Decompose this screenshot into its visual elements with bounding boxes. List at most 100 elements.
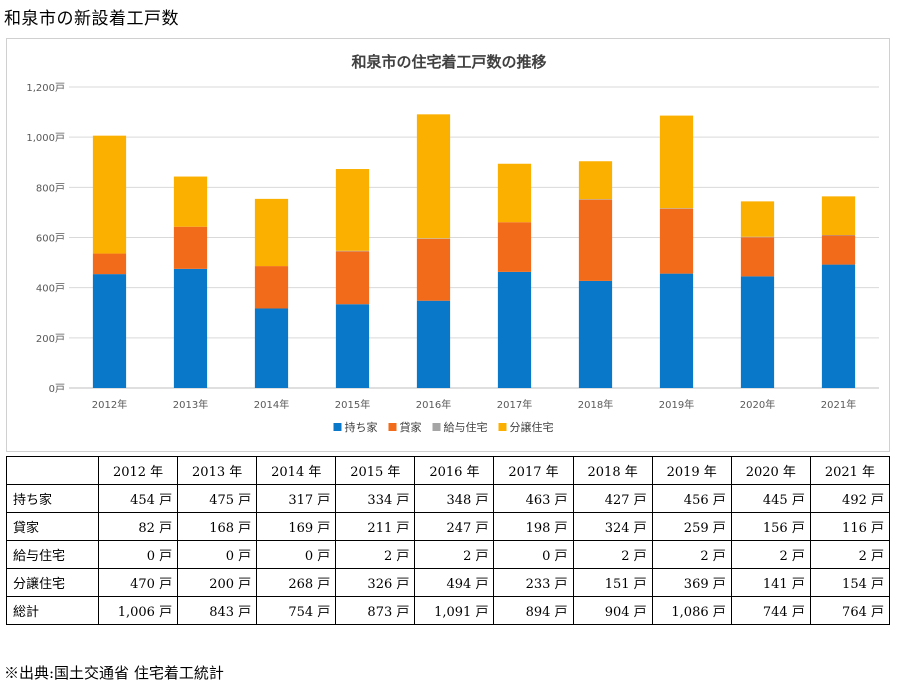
data-table: 2012 年 2013 年 2014 年 2015 年 2016 年 2017 年 2018…: [6, 456, 891, 625]
legend-label: 分譲住宅: [510, 420, 554, 434]
table-cell: 456 戸: [651, 484, 732, 513]
legend-swatch: [333, 423, 342, 431]
bar-segment: [578, 280, 613, 388]
bar-segment: [821, 264, 856, 388]
table-cell: 492 戸: [809, 484, 891, 513]
table-cell: 1,086 戸: [651, 596, 732, 625]
y-tick-label: 400戸: [36, 283, 65, 295]
table-cell: 0 戸: [97, 540, 179, 569]
table-cell: 904 戸: [572, 596, 653, 625]
table-header-cell: 2021 年: [809, 456, 891, 485]
table-cell: 317 戸: [256, 484, 337, 513]
chart-area: 和泉市の住宅着工戸数の推移 0戸 200戸 400戸 600戸 800戸 1,000戸 1,…: [6, 38, 890, 452]
bar-segment: [821, 235, 856, 265]
legend-swatch: [388, 423, 397, 431]
row-label: 貸家: [6, 512, 99, 541]
table-body: 持ち家 454 戸 475 戸 317 戸 334 戸 348 戸 463 戸 427 戸 45…: [6, 484, 891, 625]
bar-segment: [254, 198, 289, 267]
legend-swatch: [498, 423, 507, 431]
stacked-bar-chart: 和泉市の住宅着工戸数の推移 0戸 200戸 400戸 600戸 800戸 1,000戸 1,…: [26, 53, 879, 434]
x-tick-label: 2015年: [335, 398, 370, 411]
x-tick-label: 2018年: [578, 398, 613, 411]
bar-segment: [92, 253, 127, 275]
table-cell: 463 戸: [493, 484, 574, 513]
bar-segment: [497, 163, 532, 223]
table-cell: 754 戸: [256, 596, 337, 625]
table-header-row: 2012 年 2013 年 2014 年 2015 年 2016 年 2017 年 2018…: [6, 456, 891, 485]
table-cell: 334 戸: [335, 484, 416, 513]
y-tick-label: 800戸: [36, 182, 65, 194]
x-axis-ticks: 2012年 2013年 2014年 2015年 2016年 2017年 2018年 2019年…: [92, 398, 856, 411]
bar-segment: [578, 199, 613, 281]
table-cell: 1,091 戸: [414, 596, 495, 625]
table-header-cell: 2019 年: [651, 456, 732, 485]
table-header-cell: 2012 年: [97, 456, 179, 485]
bar-segment: [416, 238, 451, 239]
y-tick-label: 1,200戸: [26, 82, 65, 94]
table-cell: 494 戸: [414, 568, 495, 597]
table-cell: 168 戸: [177, 512, 258, 541]
table-header-cell: 2017 年: [493, 456, 574, 485]
bar-segment: [740, 237, 775, 277]
y-tick-label: 200戸: [36, 333, 65, 345]
legend-label: 貸家: [400, 420, 422, 434]
x-tick-label: 2012年: [92, 398, 127, 411]
table-cell: 0 戸: [256, 540, 337, 569]
row-label: 持ち家: [6, 484, 99, 513]
table-cell: 198 戸: [493, 512, 574, 541]
bar-segment: [335, 251, 370, 305]
page-title: 和泉市の新設着工戸数: [4, 9, 179, 29]
bar-segment: [173, 226, 208, 269]
table-cell: 348 戸: [414, 484, 495, 513]
x-tick-label: 2017年: [497, 398, 532, 411]
row-label: 給与住宅: [6, 540, 99, 569]
bar-segment: [578, 199, 613, 200]
table-cell: 2 戸: [809, 540, 891, 569]
y-axis-ticks: 0戸 200戸 400戸 600戸 800戸 1,000戸 1,200戸: [26, 82, 65, 395]
y-tick-label: 0戸: [49, 383, 65, 395]
table-cell: 0 戸: [177, 540, 258, 569]
table-cell: 427 戸: [572, 484, 653, 513]
table-cell: 116 戸: [809, 512, 891, 541]
table-header-cell: 2015 年: [335, 456, 416, 485]
bar-segment: [173, 268, 208, 388]
source-note: ※出典:国土交通省 住宅着工統計: [4, 664, 224, 682]
table-cell: 2 戸: [730, 540, 811, 569]
bar-segment: [416, 238, 451, 301]
legend-label: 持ち家: [345, 420, 378, 434]
x-tick-label: 2016年: [416, 398, 451, 411]
x-tick-label: 2021年: [821, 398, 856, 411]
table-header-cell: [6, 456, 99, 485]
row-label: 分譲住宅: [6, 568, 99, 597]
table-cell: 2 戸: [572, 540, 653, 569]
table-cell: 82 戸: [97, 512, 179, 541]
bar-segment: [92, 274, 127, 388]
table-cell: 151 戸: [572, 568, 653, 597]
table-cell: 470 戸: [97, 568, 179, 597]
bar-segment: [659, 273, 694, 388]
table-cell: 324 戸: [572, 512, 653, 541]
bars: [92, 114, 856, 388]
table-cell: 369 戸: [651, 568, 732, 597]
bar-segment: [254, 266, 289, 309]
table-cell: 2 戸: [335, 540, 416, 569]
bar-segment: [821, 196, 856, 235]
table-cell: 233 戸: [493, 568, 574, 597]
table-cell: 873 戸: [335, 596, 416, 625]
table-header-cell: 2016 年: [414, 456, 495, 485]
bar-segment: [92, 135, 127, 254]
table-cell: 247 戸: [414, 512, 495, 541]
table-cell: 326 戸: [335, 568, 416, 597]
table-header-cell: 2020 年: [730, 456, 811, 485]
bar-segment: [335, 304, 370, 388]
x-tick-label: 2013年: [173, 398, 208, 411]
bar-segment: [740, 201, 775, 237]
table-cell: 744 戸: [730, 596, 811, 625]
bar-segment: [740, 276, 775, 388]
table-cell: 259 戸: [651, 512, 732, 541]
table-cell: 154 戸: [809, 568, 891, 597]
bar-segment: [335, 250, 370, 252]
table-cell: 268 戸: [256, 568, 337, 597]
